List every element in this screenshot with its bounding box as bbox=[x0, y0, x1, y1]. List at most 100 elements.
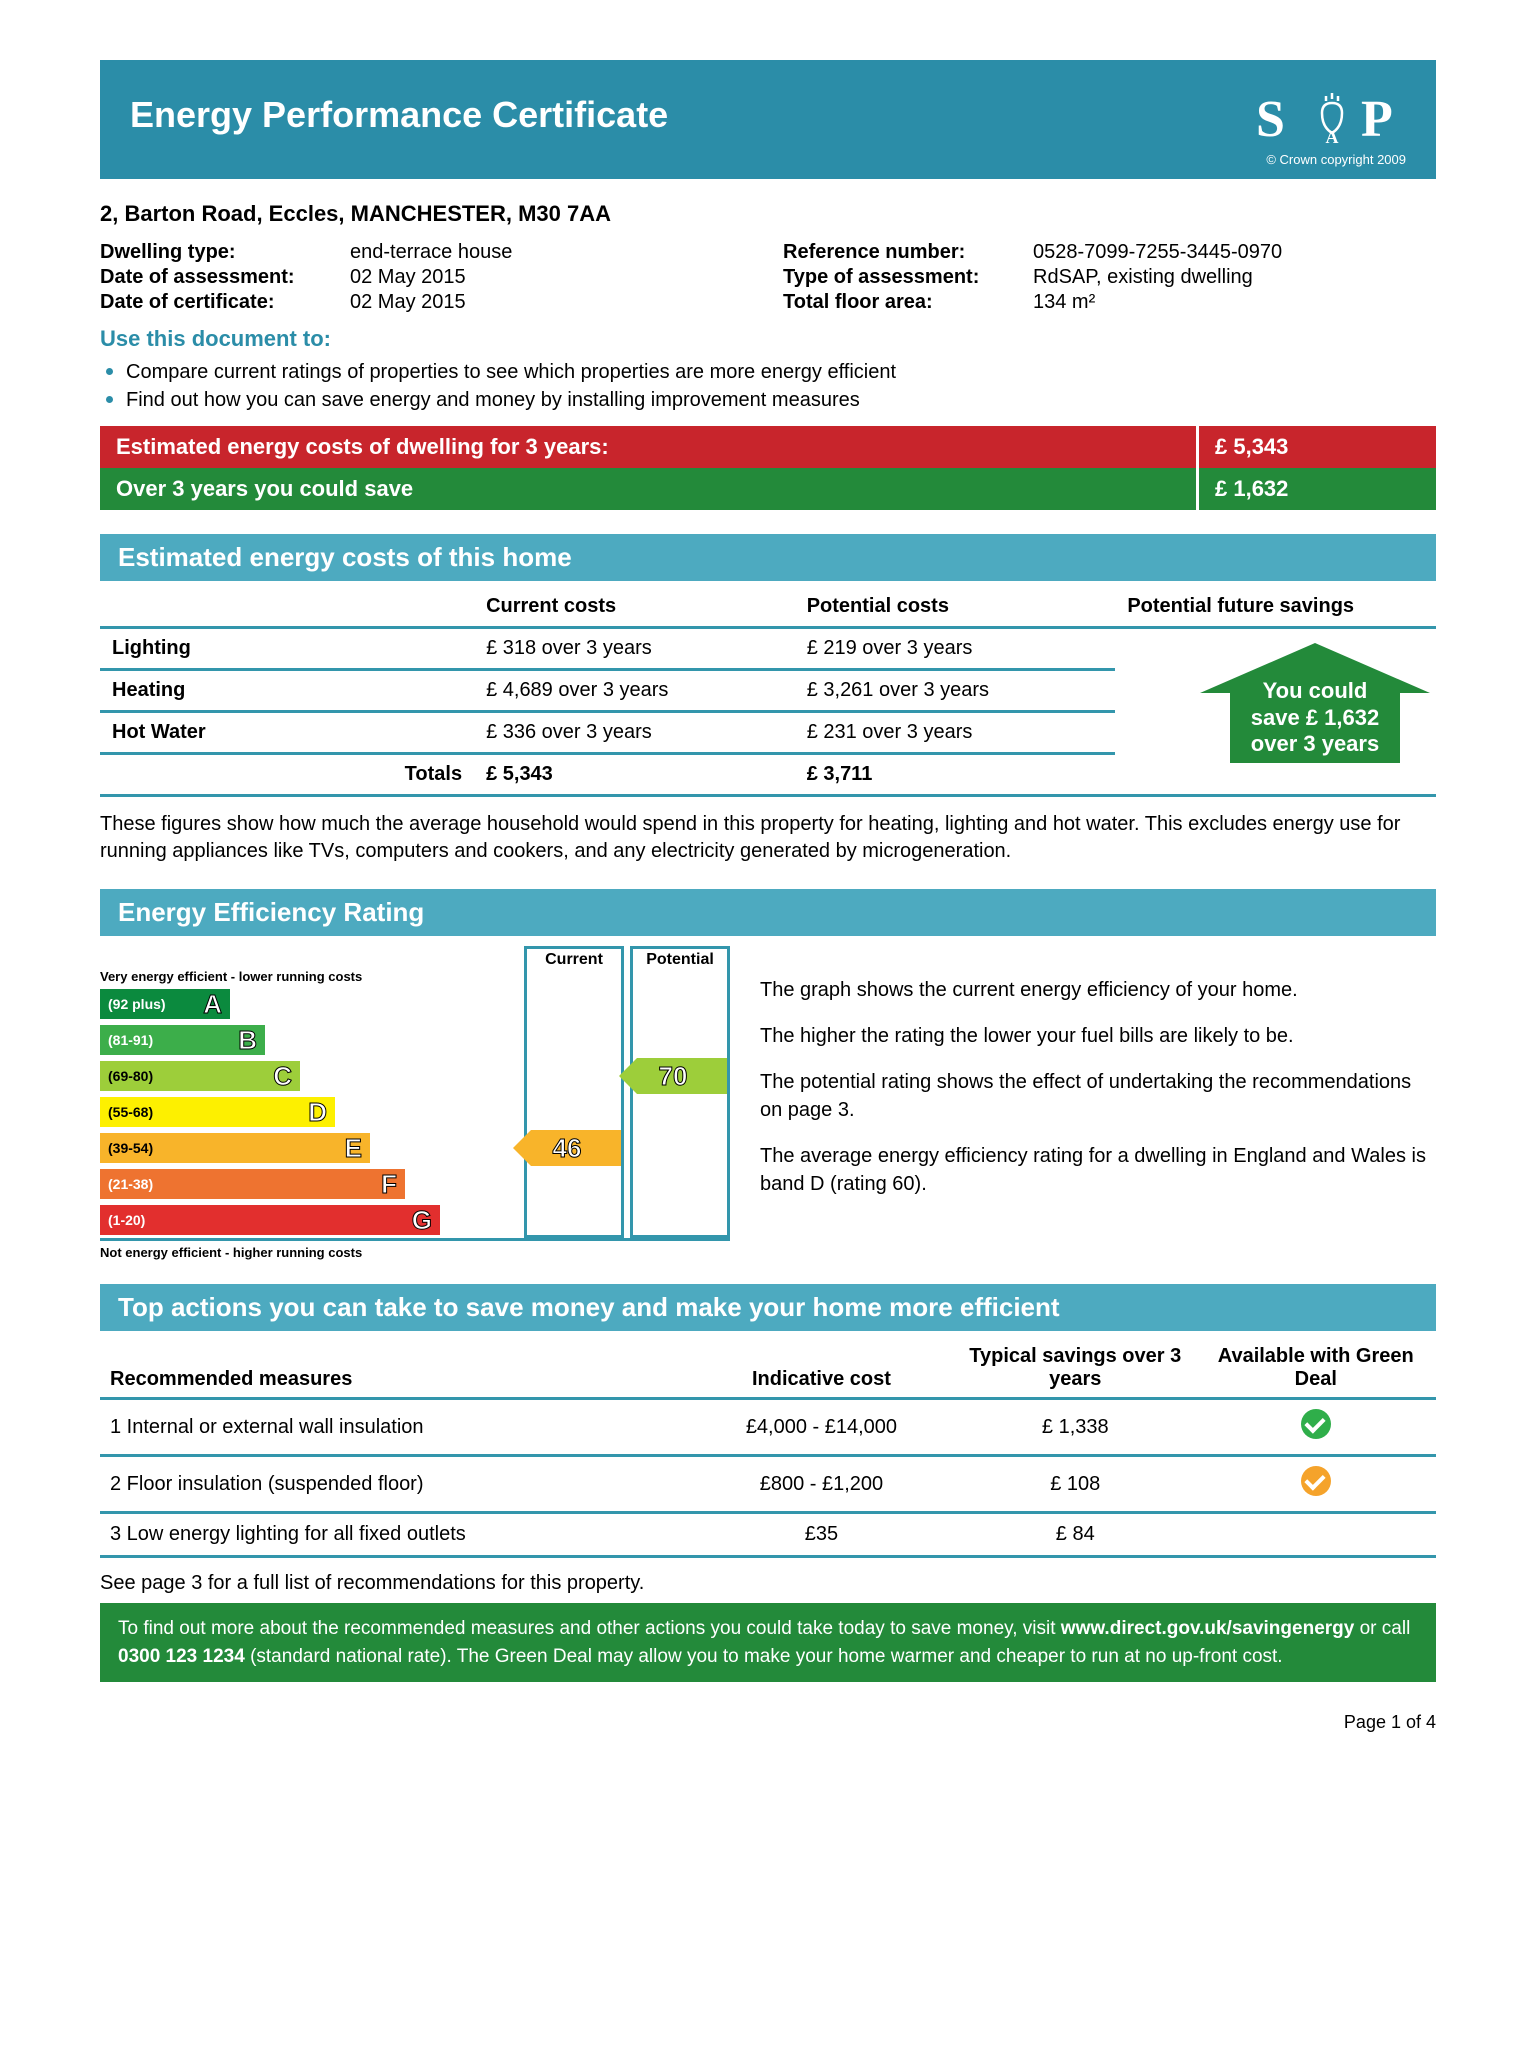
action-row: 1 Internal or external wall insulation£4… bbox=[100, 1399, 1436, 1456]
eer-band-e: (39-54) E bbox=[100, 1133, 370, 1163]
eer-para: The higher the rating the lower your fue… bbox=[760, 1022, 1436, 1050]
action-savings: £ 1,338 bbox=[955, 1399, 1195, 1456]
info-label: Date of assessment: bbox=[100, 266, 350, 289]
info-label: Reference number: bbox=[783, 241, 1033, 264]
info-value: 0528-7099-7255-3445-0970 bbox=[1033, 241, 1436, 264]
eer-current-pointer: 46 bbox=[513, 1130, 621, 1166]
eer-description: The graph shows the current energy effic… bbox=[760, 946, 1436, 1260]
sap-logo: S A P © Crown copyright 2009 bbox=[1256, 88, 1406, 167]
info-row: Date of certificate:02 May 2015 bbox=[100, 291, 753, 314]
eer-band-a: (92 plus)A bbox=[100, 989, 230, 1019]
eer-band-label: (92 plus) bbox=[108, 996, 166, 1012]
eer-band-letter: B bbox=[238, 1025, 257, 1056]
cost-potential: £ 231 over 3 years bbox=[795, 712, 1116, 754]
info-col-left: Dwelling type:end-terrace house Date of … bbox=[100, 241, 753, 316]
green-deal-tick-icon bbox=[1301, 1466, 1331, 1496]
eer-caption-bottom: Not energy efficient - higher running co… bbox=[100, 1245, 730, 1260]
eer-band-f: (21-38)F bbox=[100, 1169, 405, 1199]
totals-potential: £ 3,711 bbox=[795, 754, 1116, 796]
eer-band-letter: C bbox=[273, 1061, 292, 1092]
info-col-right: Reference number:0528-7099-7255-3445-097… bbox=[783, 241, 1436, 316]
actions-section-title: Top actions you can take to save money a… bbox=[100, 1284, 1436, 1331]
svg-text:P: P bbox=[1361, 91, 1393, 148]
costs-note: These figures show how much the average … bbox=[100, 811, 1436, 865]
costs-section-title: Estimated energy costs of this home bbox=[100, 534, 1436, 581]
info-label: Total floor area: bbox=[783, 291, 1033, 314]
action-measure: 1 Internal or external wall insulation bbox=[100, 1399, 688, 1456]
action-green-deal bbox=[1196, 1513, 1437, 1557]
info-value: 02 May 2015 bbox=[350, 291, 753, 314]
action-green-deal bbox=[1196, 1456, 1437, 1513]
costs-table-wrap: Current costs Potential costs Potential … bbox=[100, 587, 1436, 797]
costs-th bbox=[100, 587, 474, 628]
eer-section-title: Energy Efficiency Rating bbox=[100, 889, 1436, 936]
info-label: Dwelling type: bbox=[100, 241, 350, 264]
eer-potential-pointer: 70 bbox=[619, 1058, 727, 1094]
eer-para: The potential rating shows the effect of… bbox=[760, 1068, 1436, 1124]
eer-band-letter: D bbox=[308, 1097, 327, 1128]
info-label: Date of certificate: bbox=[100, 291, 350, 314]
green-info-box: To find out more about the recommended m… bbox=[100, 1603, 1436, 1682]
eer-col-current: 46 bbox=[524, 971, 624, 1238]
savings-band-label: Over 3 years you could save bbox=[100, 468, 1196, 510]
property-address: 2, Barton Road, Eccles, MANCHESTER, M30 … bbox=[100, 201, 1436, 227]
eer-col-current-label: Current bbox=[524, 946, 624, 971]
action-measure: 2 Floor insulation (suspended floor) bbox=[100, 1456, 688, 1513]
cost-potential: £ 219 over 3 years bbox=[795, 628, 1116, 670]
actions-th: Indicative cost bbox=[688, 1339, 955, 1399]
totals-label: Totals bbox=[100, 754, 474, 796]
eer-band-g: (1-20)G bbox=[100, 1205, 440, 1235]
action-cost: £800 - £1,200 bbox=[688, 1456, 955, 1513]
eer-col-potential-label: Potential bbox=[630, 946, 730, 971]
cost-band-value: £ 5,343 bbox=[1196, 426, 1436, 468]
svg-text:A: A bbox=[1326, 127, 1339, 147]
cost-potential: £ 3,261 over 3 years bbox=[795, 670, 1116, 712]
info-label: Type of assessment: bbox=[783, 266, 1033, 289]
eer-body: Very energy efficient - lower running co… bbox=[100, 971, 730, 1241]
costs-th: Potential costs bbox=[795, 587, 1116, 628]
cost-current: £ 336 over 3 years bbox=[474, 712, 795, 754]
header-title: Energy Performance Certificate bbox=[130, 94, 668, 136]
epc-page: Energy Performance Certificate S A P © C… bbox=[0, 0, 1536, 2048]
eer-value-cols: 46 70 bbox=[524, 971, 730, 1238]
info-row: Total floor area:134 m² bbox=[783, 291, 1436, 314]
action-cost: £35 bbox=[688, 1513, 955, 1557]
eer-band-b: (81-91) B bbox=[100, 1025, 265, 1055]
header-banner: Energy Performance Certificate S A P © C… bbox=[100, 60, 1436, 179]
eer-band-letter: G bbox=[412, 1205, 432, 1236]
eer-col-headers: Current Potential bbox=[100, 946, 730, 971]
eer-band-c: (69-80) C bbox=[100, 1061, 300, 1091]
cost-row-name: Lighting bbox=[100, 628, 474, 670]
svg-text:S: S bbox=[1256, 91, 1285, 148]
action-row: 2 Floor insulation (suspended floor)£800… bbox=[100, 1456, 1436, 1513]
use-doc-heading: Use this document to: bbox=[100, 326, 1436, 352]
costs-row: Lighting£ 318 over 3 years£ 219 over 3 y… bbox=[100, 628, 1436, 670]
page-number: Page 1 of 4 bbox=[100, 1712, 1436, 1733]
savings-band: Over 3 years you could save £ 1,632 bbox=[100, 468, 1436, 510]
info-value: 134 m² bbox=[1033, 291, 1436, 314]
cost-savings-cell bbox=[1115, 628, 1436, 796]
eer-band-letter: E bbox=[345, 1133, 362, 1164]
copyright-text: © Crown copyright 2009 bbox=[1256, 152, 1406, 167]
info-value: RdSAP, existing dwelling bbox=[1033, 266, 1436, 289]
eer-band-d: (55-68)D bbox=[100, 1097, 335, 1127]
eer-band-label: (81-91) bbox=[108, 1032, 153, 1048]
info-value: 02 May 2015 bbox=[350, 266, 753, 289]
action-green-deal bbox=[1196, 1399, 1437, 1456]
eer-col-potential: 70 bbox=[630, 971, 730, 1238]
eer-para: The average energy efficiency rating for… bbox=[760, 1142, 1436, 1198]
info-row: Type of assessment:RdSAP, existing dwell… bbox=[783, 266, 1436, 289]
actions-see-note: See page 3 for a full list of recommenda… bbox=[100, 1572, 1436, 1595]
savings-band-value: £ 1,632 bbox=[1196, 468, 1436, 510]
costs-th: Potential future savings bbox=[1115, 587, 1436, 628]
eer-wrap: Current Potential Very energy efficient … bbox=[100, 946, 1436, 1260]
eer-band-label: (69-80) bbox=[108, 1068, 153, 1084]
cost-current: £ 4,689 over 3 years bbox=[474, 670, 795, 712]
eer-band-label: (39-54) bbox=[108, 1140, 153, 1156]
use-doc-item: Find out how you can save energy and mon… bbox=[126, 386, 1436, 412]
use-doc-item: Compare current ratings of properties to… bbox=[126, 358, 1436, 384]
cost-current: £ 318 over 3 years bbox=[474, 628, 795, 670]
costs-table: Current costs Potential costs Potential … bbox=[100, 587, 1436, 797]
action-cost: £4,000 - £14,000 bbox=[688, 1399, 955, 1456]
actions-th: Recommended measures bbox=[100, 1339, 688, 1399]
